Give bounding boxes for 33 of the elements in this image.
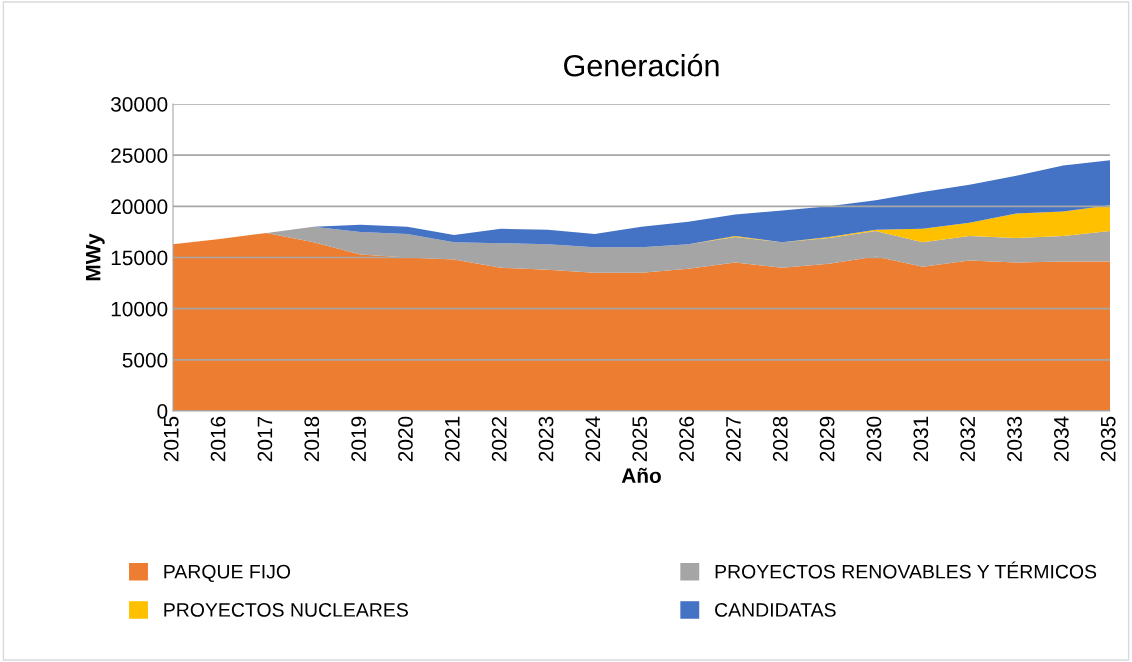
y-axis-title: MWy [86, 233, 105, 281]
x-tick-label: 2017 [257, 416, 273, 462]
x-tick-label: 2035 [1100, 416, 1116, 462]
y-tick-label: 20000 [111, 199, 168, 215]
x-tick-label: 2018 [304, 416, 320, 462]
legend-label: PROYECTOS NUCLEARES [164, 603, 408, 617]
x-tick-label: 2021 [444, 416, 460, 462]
y-tick-label: 5000 [122, 352, 168, 368]
legend-label: CANDIDATAS [715, 603, 836, 617]
x-tick-label: 2023 [538, 416, 554, 462]
x-tick-label: 2033 [1007, 416, 1022, 462]
y-tick-label: 10000 [111, 301, 168, 317]
x-tick-label: 2031 [913, 416, 929, 462]
x-tick-label: 2027 [726, 416, 741, 462]
legend-label: PARQUE FIJO [164, 564, 291, 583]
y-tick-label: 25000 [111, 148, 168, 163]
x-tick-label: 2020 [398, 416, 413, 462]
y-tick-label: 15000 [111, 250, 168, 266]
y-tick-label: 30000 [111, 97, 168, 112]
x-tick-label: 2026 [679, 416, 694, 462]
x-tick-label: 2028 [772, 416, 788, 462]
x-tick-label: 2025 [632, 416, 648, 462]
x-tick-label: 2030 [866, 416, 882, 462]
x-tick-label: 2034 [1053, 416, 1069, 462]
x-tick-label: 2032 [960, 416, 976, 462]
x-tick-label: 2016 [210, 416, 226, 462]
x-tick-label: 2019 [351, 416, 366, 462]
x-tick-label: 2022 [491, 416, 507, 462]
chart-title: Generación [564, 53, 719, 77]
x-tick-label: 2029 [819, 416, 835, 462]
x-axis-title: Año [621, 467, 661, 484]
x-tick-label: 2024 [585, 416, 601, 462]
legend-label: PROYECTOS RENOVABLES Y TÉRMICOS [715, 561, 1097, 579]
